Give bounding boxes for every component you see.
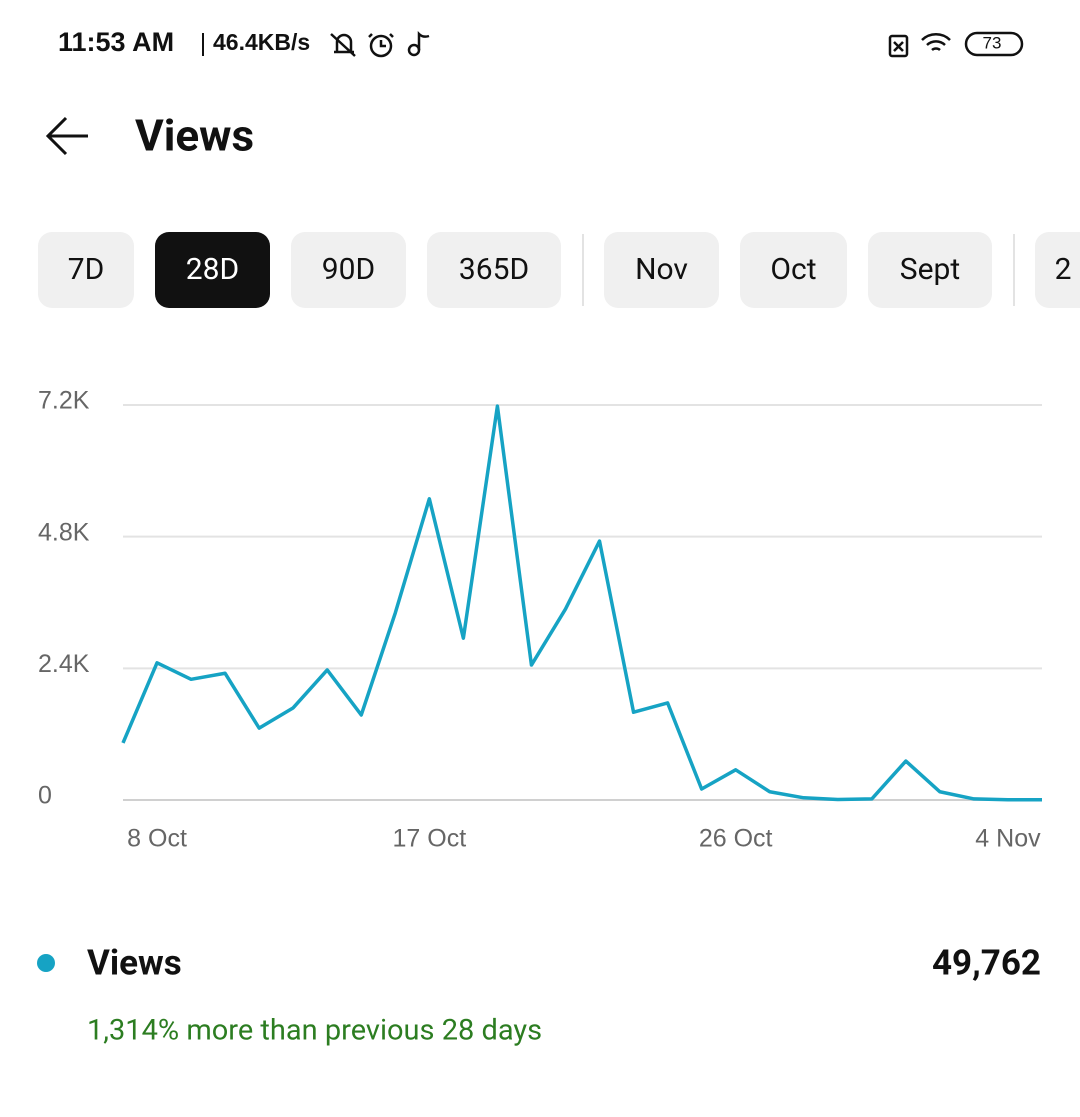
x-tick-label: 4 Nov bbox=[975, 825, 1041, 853]
x-tick-label: 17 Oct bbox=[393, 825, 467, 853]
tab[interactable] bbox=[38, 232, 134, 308]
tab[interactable] bbox=[291, 232, 406, 308]
tab-label[interactable]: Nov bbox=[635, 252, 688, 287]
back-button[interactable] bbox=[36, 108, 100, 164]
x-tick-label: 8 Oct bbox=[127, 825, 187, 853]
tab-label[interactable]: 7D bbox=[68, 252, 105, 287]
series-line bbox=[121, 404, 1042, 802]
tab-label[interactable]: Sept bbox=[900, 252, 960, 287]
status-time: 11:53 AM bbox=[58, 27, 174, 57]
tab[interactable] bbox=[155, 232, 270, 308]
total-views: 49,762 bbox=[932, 942, 1041, 983]
status-icons bbox=[330, 30, 1024, 58]
tab[interactable] bbox=[604, 232, 719, 308]
chart: 0 2.4K 4.8K 7.2K 8 Oct 17 Oct 26 Oct 4 Nov bbox=[38, 387, 1042, 853]
y-tick-label: 7.2K bbox=[38, 387, 90, 415]
tab-label[interactable]: Oct bbox=[770, 252, 816, 287]
tab-label[interactable]: 2 bbox=[1055, 252, 1072, 287]
legend-marker bbox=[37, 954, 55, 972]
tab[interactable] bbox=[1035, 232, 1080, 308]
y-tick-label: 4.8K bbox=[38, 518, 90, 546]
status-speed: 46.4KB/s bbox=[213, 29, 310, 55]
tab[interactable] bbox=[740, 232, 847, 308]
tab[interactable] bbox=[868, 232, 992, 308]
change-text: 1,314% more than previous 28 days bbox=[87, 1014, 542, 1048]
tab-bar: 7D 28D 90D 365D Nov Oct Sept 2 bbox=[38, 232, 1080, 308]
y-tick-label: 2.4K bbox=[38, 650, 90, 678]
tab-label[interactable]: 365D bbox=[459, 252, 529, 287]
tab[interactable] bbox=[427, 232, 561, 308]
tab-label[interactable]: 28D bbox=[186, 252, 239, 287]
x-tick-label: 26 Oct bbox=[699, 825, 773, 853]
legend-label: Views bbox=[87, 942, 182, 983]
y-tick-label: 0 bbox=[38, 782, 52, 810]
battery-level: 73 bbox=[983, 33, 1002, 52]
page-title: Views bbox=[135, 110, 254, 162]
back-arrow[interactable] bbox=[45, 116, 88, 156]
tab-label[interactable]: 90D bbox=[322, 252, 375, 287]
